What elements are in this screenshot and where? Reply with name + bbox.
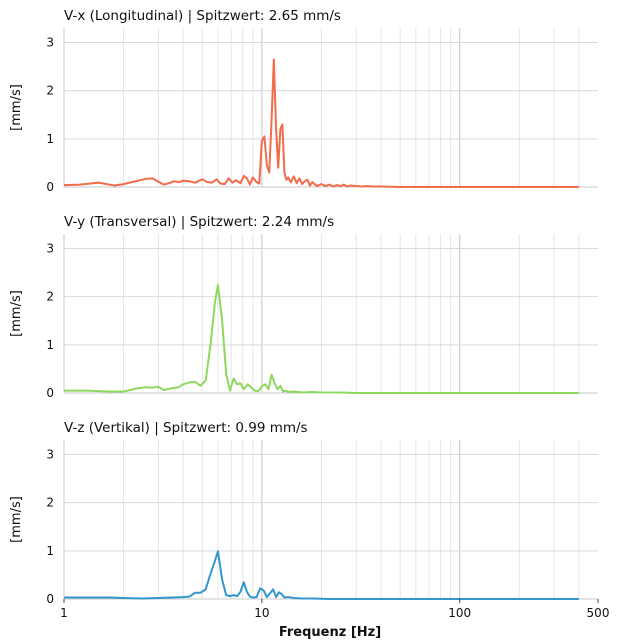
chart-title: V-x (Longitudinal) | Spitzwert: 2.65 mm/… — [64, 8, 341, 24]
series-line-3 — [64, 550, 579, 600]
x-axis-label: Frequenz [Hz] — [279, 625, 381, 640]
y-tick-label: 1 — [46, 132, 54, 146]
y-tick-label: 0 — [46, 180, 54, 194]
y-tick-label: 1 — [46, 544, 54, 558]
y-tick-label: 2 — [46, 84, 54, 98]
x-tick-label: 10 — [254, 606, 269, 620]
y-tick-label: 2 — [46, 496, 54, 510]
series-line-1 — [63, 58, 579, 188]
x-tick-label: 500 — [587, 606, 610, 620]
x-tick-label: 1 — [60, 606, 68, 620]
y-axis-label: [mm/s] — [9, 496, 24, 543]
x-tick-label: 100 — [448, 606, 471, 620]
panels: 0 1 2 3 V-x (Longitudinal) | Spitzwert: 2.65… — [9, 8, 598, 606]
chart-panel-1: 0 1 2 3 V-x (Longitudinal) | Spitzwert: 2.65… — [9, 8, 598, 194]
y-axis-label: [mm/s] — [9, 290, 24, 337]
y-tick-label: 3 — [46, 241, 54, 255]
x-axis: 1 10 100 500 — [60, 599, 609, 620]
chart-panel-3: 0 1 2 3 V-z (Vertikal) | Spitzwert: 0.99 mm/… — [9, 420, 598, 606]
y-tick-label: 0 — [46, 386, 54, 400]
chart-title: V-y (Transversal) | Spitzwert: 2.24 mm/s — [64, 214, 334, 230]
y-tick-label: 2 — [46, 290, 54, 304]
y-tick-label: 0 — [46, 592, 54, 606]
y-tick-label: 1 — [46, 338, 54, 352]
y-axis-label: [mm/s] — [9, 84, 24, 131]
series-line-2 — [64, 284, 579, 394]
chart-panel-2: 0 1 2 3 V-y (Transversal) | Spitzwert: 2.24 … — [9, 214, 598, 400]
chart-title: V-z (Vertikal) | Spitzwert: 0.99 mm/s — [64, 420, 308, 436]
y-tick-label: 3 — [46, 447, 54, 461]
y-tick-label: 3 — [46, 35, 54, 49]
